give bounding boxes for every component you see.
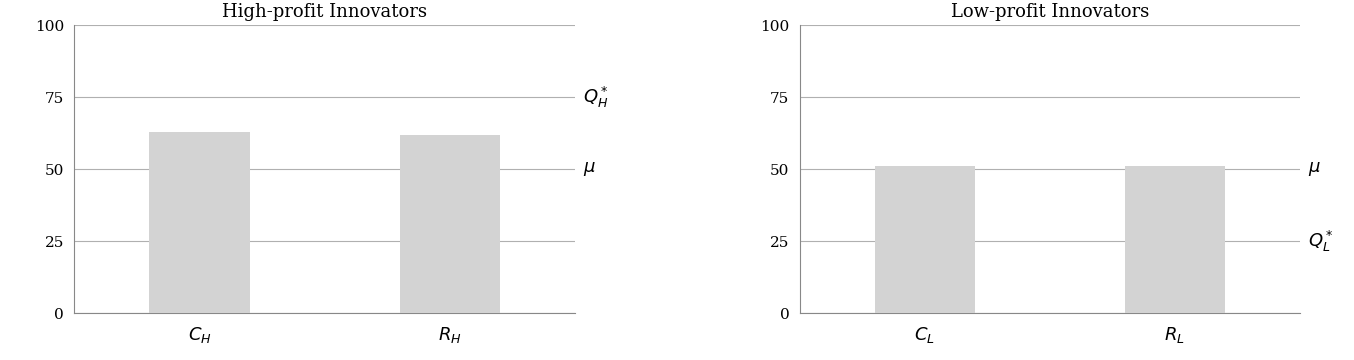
Bar	[1125, 166, 1225, 313]
Title: High-profit Innovators: High-profit Innovators	[222, 3, 427, 21]
Bar	[399, 135, 500, 313]
Bar	[149, 132, 249, 313]
Text: $Q_L^*$: $Q_L^*$	[1308, 229, 1334, 254]
Text: $\mu$: $\mu$	[584, 160, 596, 178]
Bar	[875, 166, 975, 313]
Text: $\mu$: $\mu$	[1308, 160, 1322, 178]
Title: Low-profit Innovators: Low-profit Innovators	[951, 3, 1150, 21]
Text: $Q_H^*$: $Q_H^*$	[584, 85, 609, 110]
